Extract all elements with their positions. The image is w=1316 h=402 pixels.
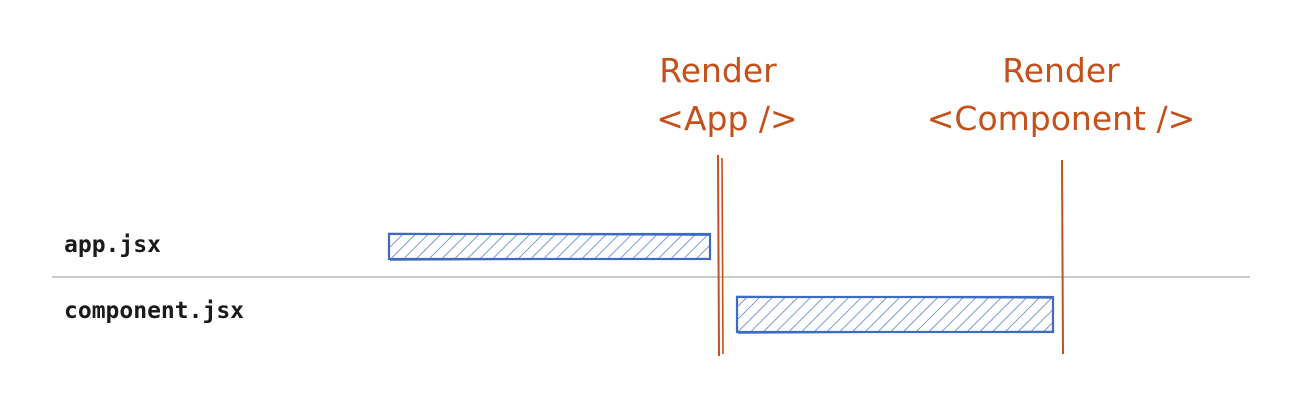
render-app-marker: Render <App /> bbox=[656, 51, 798, 357]
render-component-marker: Render <Component /> bbox=[927, 51, 1196, 355]
render-app-label-line2: <App /> bbox=[656, 99, 797, 138]
render-component-label-line2: <Component /> bbox=[927, 99, 1196, 138]
render-component-label-line1: Render bbox=[1002, 51, 1120, 90]
render-app-label-line1: Render bbox=[659, 51, 777, 90]
row-label-app: app.jsx bbox=[64, 232, 161, 258]
app-load-bar bbox=[387, 232, 712, 261]
row-label-component: component.jsx bbox=[64, 298, 244, 324]
component-load-bar bbox=[735, 295, 1055, 334]
